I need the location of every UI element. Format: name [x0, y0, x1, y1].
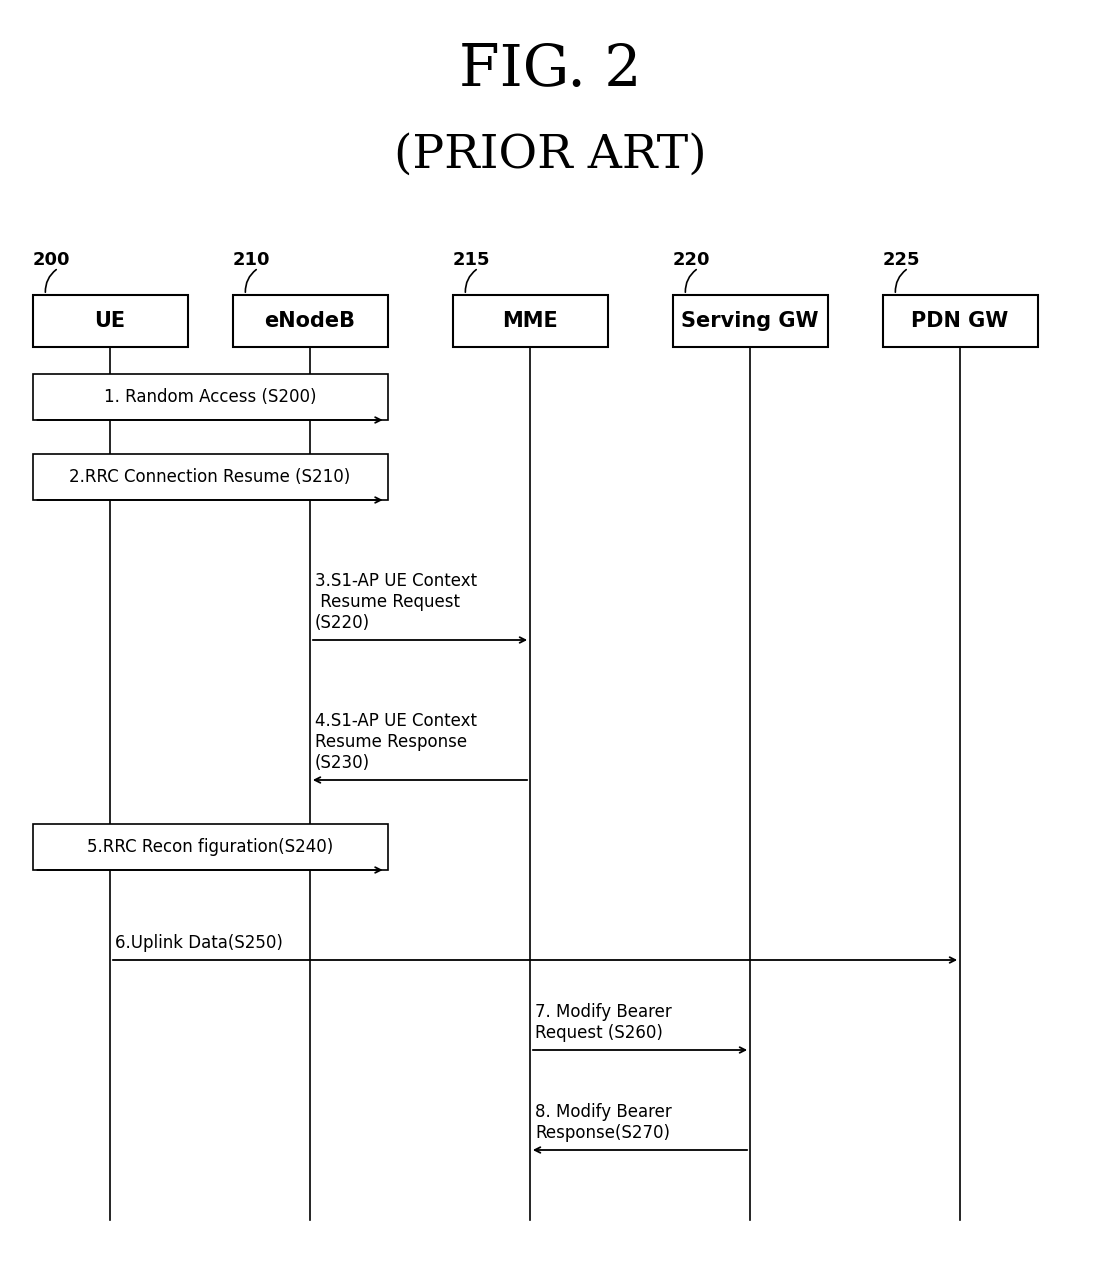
Text: 5.RRC Recon figuration(S240): 5.RRC Recon figuration(S240): [87, 838, 333, 856]
Bar: [232, 295, 387, 348]
Bar: [33, 454, 387, 500]
Text: eNodeB: eNodeB: [264, 311, 355, 331]
Bar: [33, 824, 387, 870]
Text: Serving GW: Serving GW: [681, 311, 818, 331]
Text: 7. Modify Bearer
Request (S260): 7. Modify Bearer Request (S260): [535, 1003, 672, 1042]
Text: 1. Random Access (S200): 1. Random Access (S200): [103, 389, 317, 406]
Text: (PRIOR ART): (PRIOR ART): [394, 133, 706, 178]
Bar: [672, 295, 827, 348]
Bar: [452, 295, 607, 348]
Text: 210: 210: [232, 250, 270, 268]
Text: MME: MME: [502, 311, 558, 331]
Text: FIG. 2: FIG. 2: [459, 42, 641, 98]
Text: PDN GW: PDN GW: [912, 311, 1009, 331]
Bar: [33, 295, 187, 348]
Text: 220: 220: [672, 250, 710, 268]
Text: 3.S1-AP UE Context
 Resume Request
(S220): 3.S1-AP UE Context Resume Request (S220): [315, 573, 477, 633]
Text: 4.S1-AP UE Context
Resume Response
(S230): 4.S1-AP UE Context Resume Response (S230…: [315, 712, 477, 772]
Text: 6.Uplink Data(S250): 6.Uplink Data(S250): [116, 934, 283, 952]
Text: 2.RRC Connection Resume (S210): 2.RRC Connection Resume (S210): [69, 468, 351, 486]
Bar: [33, 374, 387, 420]
Text: 215: 215: [452, 250, 490, 268]
Text: UE: UE: [95, 311, 125, 331]
Text: 200: 200: [33, 250, 70, 268]
Bar: [882, 295, 1037, 348]
Text: 8. Modify Bearer
Response(S270): 8. Modify Bearer Response(S270): [535, 1103, 672, 1143]
Text: 225: 225: [882, 250, 920, 268]
